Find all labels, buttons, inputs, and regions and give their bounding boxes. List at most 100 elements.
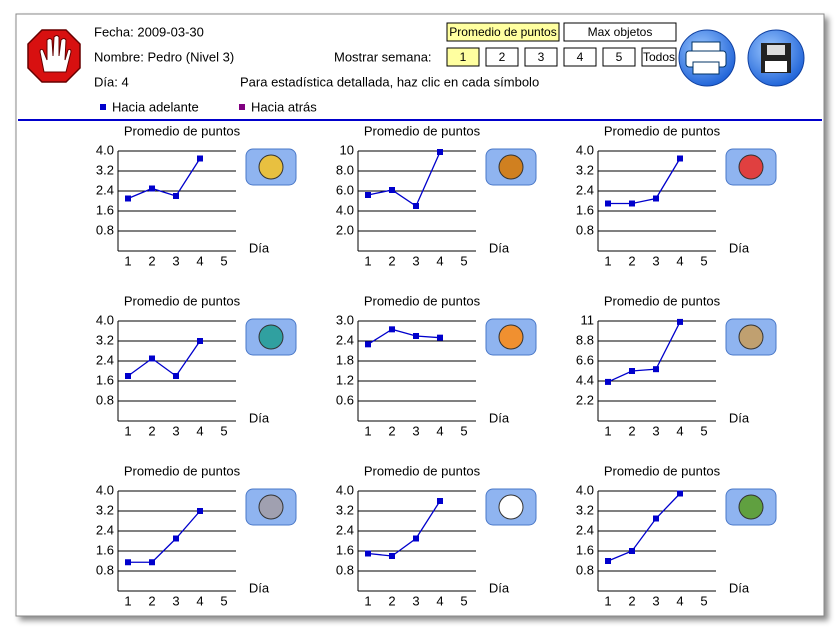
week-button-label[interactable]: Todos (643, 50, 675, 64)
mode-button-box[interactable] (563, 22, 677, 42)
week-button[interactable]: Todos (641, 47, 677, 67)
week-button-box[interactable] (641, 47, 677, 67)
stat-icon[interactable] (725, 318, 777, 356)
stat-icon[interactable] (245, 318, 297, 356)
stat-icon[interactable] (725, 488, 777, 526)
y-tick-label: 4.0 (96, 312, 114, 327)
x-axis-label: Día (729, 410, 750, 425)
chart-title: Promedio de puntos (364, 123, 481, 138)
x-tick-label: 4 (196, 423, 203, 438)
y-tick-label: 3.2 (576, 162, 594, 177)
data-point (389, 553, 395, 559)
y-tick-label: 1.6 (336, 542, 354, 557)
x-tick-label: 3 (652, 593, 659, 608)
week-button-box[interactable] (524, 47, 558, 67)
legend-label: Hacia adelante (112, 99, 199, 114)
data-line (128, 510, 201, 563)
stat-icon[interactable] (485, 148, 537, 186)
stat-icon[interactable] (245, 488, 297, 526)
week-button[interactable]: 5 (602, 47, 636, 67)
x-tick-label: 2 (148, 423, 155, 438)
mode-button-box[interactable] (446, 22, 560, 42)
mode-button-label[interactable]: Max objetos (588, 25, 653, 39)
icon-glyph[interactable] (498, 494, 524, 520)
mode-button[interactable]: Promedio de puntos (446, 22, 560, 42)
y-tick-label: 4.0 (336, 202, 354, 217)
data-line (608, 158, 681, 205)
chart-title: Promedio de puntos (604, 293, 721, 308)
y-tick-label: 1.8 (336, 352, 354, 367)
data-line (127, 340, 201, 377)
x-tick-label: 1 (124, 593, 131, 608)
x-axis-label: Día (249, 240, 270, 255)
data-point (365, 192, 371, 198)
x-tick-label: 3 (172, 593, 179, 608)
icon-glyph[interactable] (498, 154, 524, 180)
mode-button[interactable]: Max objetos (563, 22, 677, 42)
y-tick-label: 4.0 (576, 482, 594, 497)
x-axis-label: Día (489, 240, 510, 255)
week-button-label[interactable]: 3 (538, 50, 545, 64)
week-button-label[interactable]: 2 (499, 50, 506, 64)
y-tick-label: 2.4 (336, 332, 354, 347)
icon-glyph[interactable] (258, 154, 284, 180)
legend-label: Hacia atrás (251, 99, 317, 114)
y-tick-label: 1.2 (336, 372, 354, 387)
x-tick-label: 4 (196, 593, 203, 608)
stat-icon[interactable] (245, 148, 297, 186)
chart-title: Promedio de puntos (364, 293, 481, 308)
window-frame (15, 13, 825, 617)
week-button-box[interactable] (446, 47, 480, 67)
week-button[interactable]: 2 (485, 47, 519, 67)
week-button[interactable]: 1 (446, 47, 480, 67)
icon-glyph[interactable] (258, 324, 284, 350)
data-point (197, 155, 203, 162)
x-tick-label: 2 (628, 423, 635, 438)
stat-icon[interactable] (725, 148, 777, 186)
save-button[interactable] (747, 29, 805, 87)
x-tick-label: 3 (172, 253, 179, 268)
x-tick-label: 1 (364, 253, 371, 268)
x-axis-label: Día (729, 580, 750, 595)
icon-glyph[interactable] (498, 324, 524, 350)
x-tick-label: 5 (700, 253, 707, 268)
mode-button-label[interactable]: Promedio de puntos (449, 25, 556, 39)
x-tick-label: 4 (436, 253, 443, 268)
data-point (125, 373, 131, 379)
week-button-label[interactable]: 4 (577, 50, 584, 64)
icon-glyph[interactable] (738, 494, 764, 520)
print-button[interactable] (678, 29, 736, 87)
x-tick-label: 2 (148, 593, 155, 608)
week-button-box[interactable] (485, 47, 519, 67)
week-button-label[interactable]: 1 (460, 50, 467, 64)
icon-glyph[interactable] (738, 154, 764, 180)
data-line (367, 500, 441, 557)
stat-icon[interactable] (485, 318, 537, 356)
y-tick-label: 2.4 (96, 522, 114, 537)
icon-glyph[interactable] (738, 324, 764, 350)
week-button[interactable]: 3 (524, 47, 558, 67)
x-tick-label: 1 (604, 253, 611, 268)
x-tick-label: 3 (412, 423, 419, 438)
y-tick-label: 11 (581, 312, 595, 327)
data-point (173, 193, 179, 199)
data-point (149, 185, 155, 192)
data-line (607, 321, 681, 383)
data-point (413, 203, 419, 209)
x-tick-label: 4 (676, 423, 683, 438)
data-point (389, 187, 395, 193)
week-button[interactable]: 4 (563, 47, 597, 67)
y-tick-label: 0.8 (336, 562, 354, 577)
y-tick-label: 3.0 (336, 312, 354, 327)
week-button-label[interactable]: 5 (616, 50, 623, 64)
y-tick-label: 6.6 (576, 352, 594, 367)
day: Día: 4 (94, 74, 129, 89)
icon-glyph[interactable] (258, 494, 284, 520)
week-button-box[interactable] (563, 47, 597, 67)
stat-icon[interactable] (485, 488, 537, 526)
data-point (677, 318, 683, 325)
week-button-box[interactable] (602, 47, 636, 67)
y-tick-label: 2.2 (576, 392, 594, 407)
stop-button[interactable] (27, 29, 81, 83)
